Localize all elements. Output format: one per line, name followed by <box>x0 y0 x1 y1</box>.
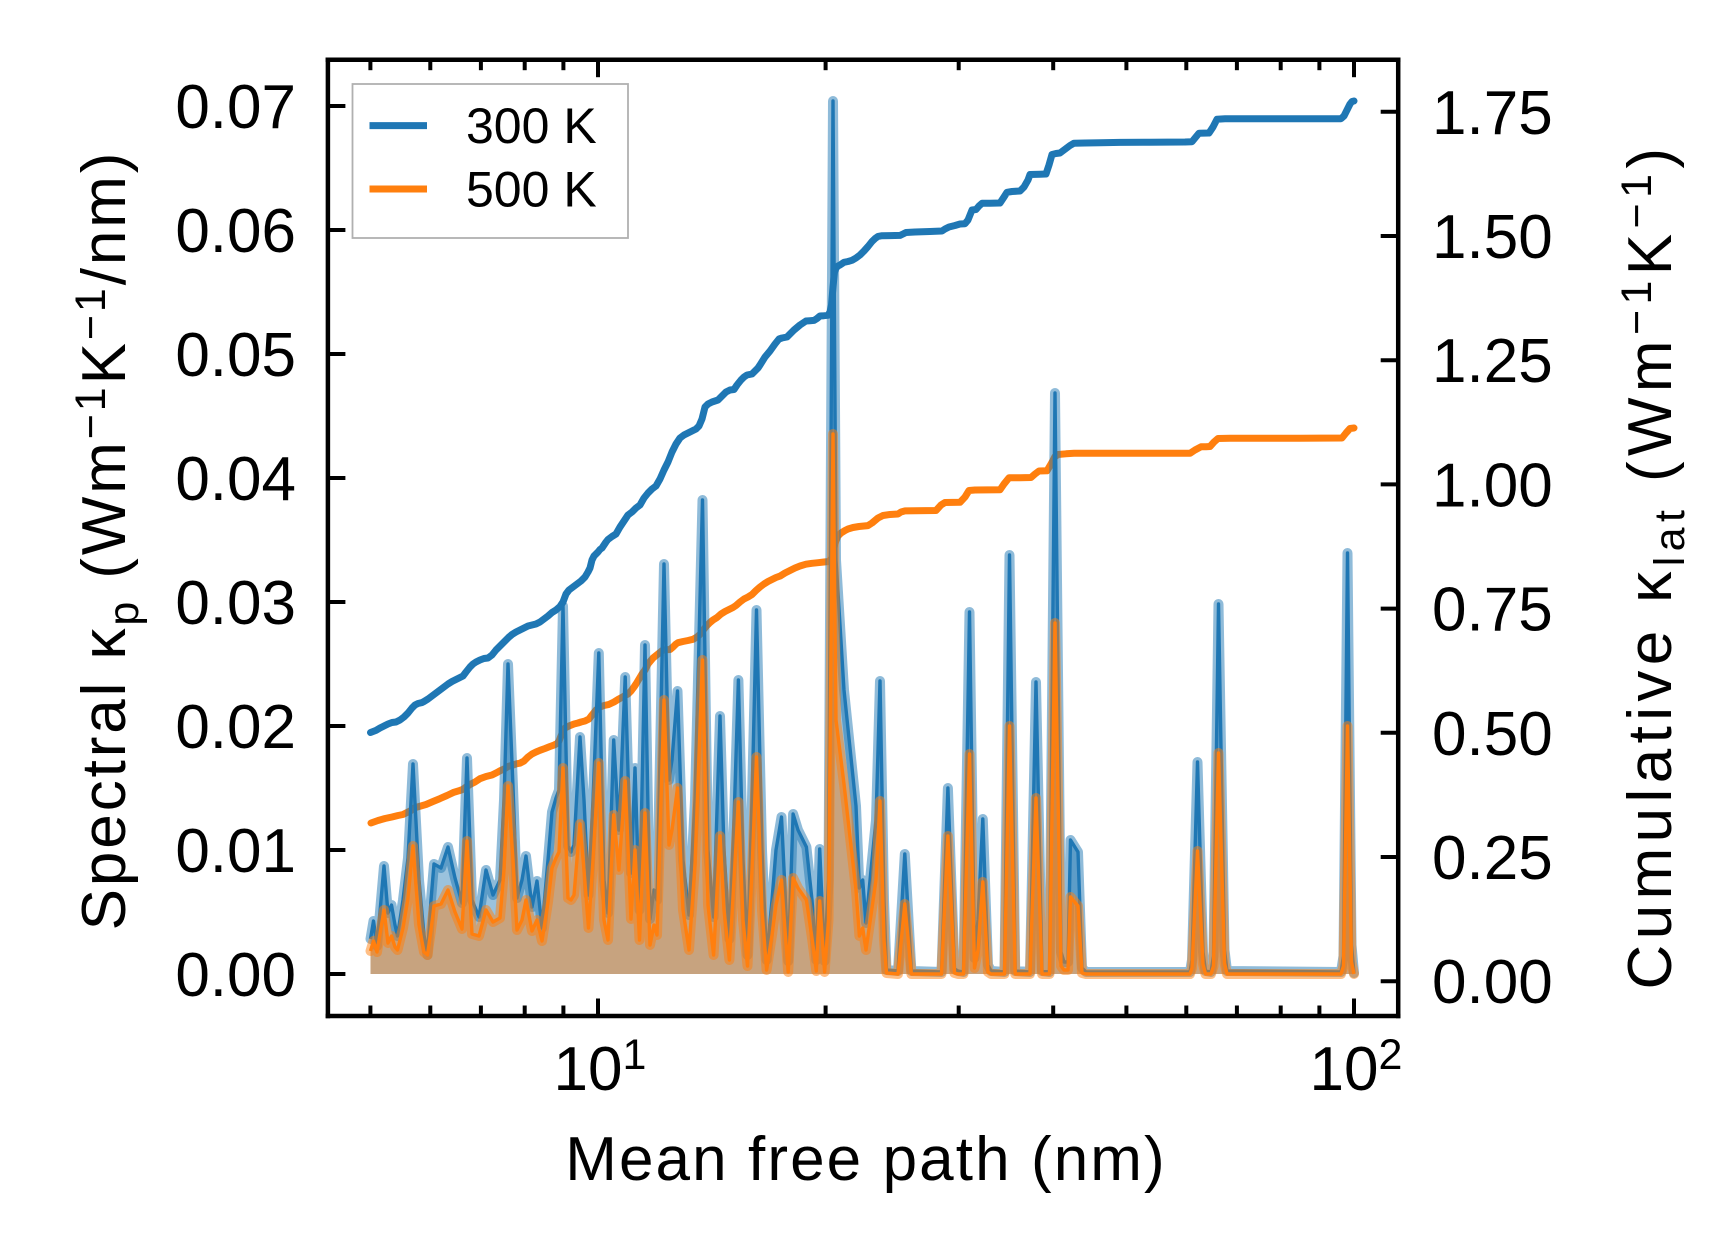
svg-text:0.04: 0.04 <box>175 445 296 514</box>
svg-text:500 K: 500 K <box>466 162 597 218</box>
svg-text:0.05: 0.05 <box>175 321 296 390</box>
svg-text:300 K: 300 K <box>466 98 597 154</box>
svg-text:0.06: 0.06 <box>175 197 296 266</box>
svg-text:1.75: 1.75 <box>1432 79 1553 148</box>
svg-text:Cumulative κlat (Wm−1K−1): Cumulative κlat (Wm−1K−1) <box>1613 143 1694 990</box>
svg-text:0.50: 0.50 <box>1432 700 1553 769</box>
svg-text:0.03: 0.03 <box>175 569 296 638</box>
svg-text:Spectral κp (Wm−1K−1/nm): Spectral κp (Wm−1K−1/nm) <box>67 150 148 931</box>
svg-text:0.25: 0.25 <box>1432 824 1553 893</box>
svg-text:0.75: 0.75 <box>1432 576 1553 645</box>
svg-text:0.00: 0.00 <box>175 941 296 1010</box>
svg-text:1.00: 1.00 <box>1432 451 1553 520</box>
svg-text:Mean free path (nm): Mean free path (nm) <box>565 1125 1167 1194</box>
svg-text:1.50: 1.50 <box>1432 203 1553 272</box>
svg-text:1.25: 1.25 <box>1432 327 1553 396</box>
svg-text:0.02: 0.02 <box>175 693 296 762</box>
svg-text:0.01: 0.01 <box>175 817 296 886</box>
svg-text:0.07: 0.07 <box>175 73 296 142</box>
svg-text:0.00: 0.00 <box>1432 948 1553 1017</box>
